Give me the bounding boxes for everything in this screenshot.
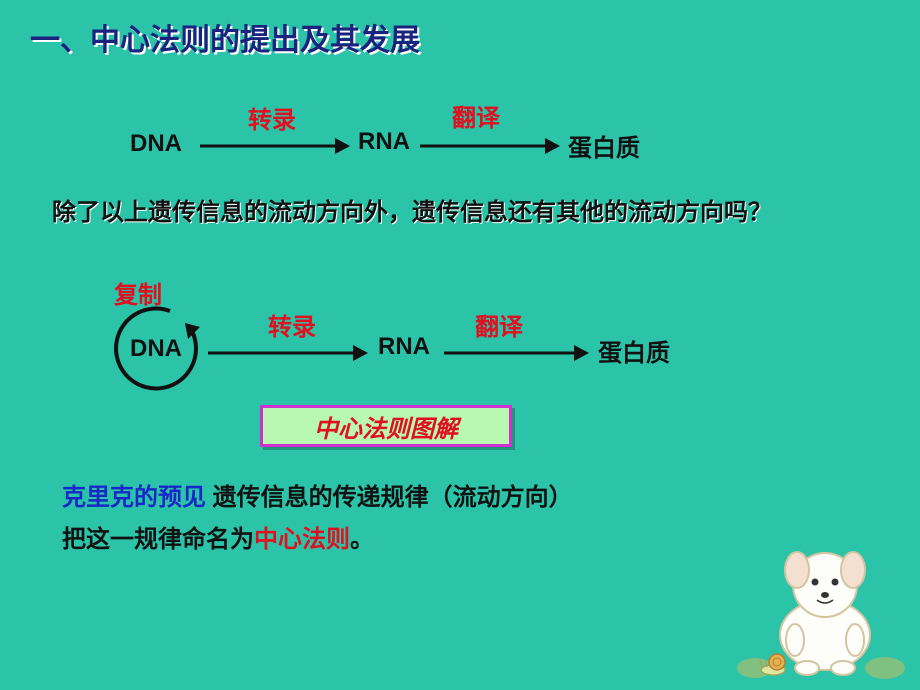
section-title: 一、中心法则的提出及其发展	[30, 15, 420, 59]
crick-prediction-label: 克里克的预见	[62, 484, 206, 511]
flow-diagram-2: 复制 DNA 转录 RNA 翻译 蛋白质	[100, 275, 800, 405]
flow1-node-dna: DNA	[130, 130, 182, 158]
flow2-node-rna: RNA	[378, 333, 430, 361]
flow2-arrow-1	[208, 339, 368, 367]
flow1-label-translation: 翻译	[452, 98, 500, 133]
flow2-label-translation: 翻译	[475, 307, 523, 342]
flow1-label-transcription: 转录	[248, 100, 296, 135]
para2-suffix: 。	[350, 526, 374, 553]
flow1-arrow-2	[420, 132, 560, 160]
para1-rest: 遗传信息的传递规律（流动方向）	[206, 484, 573, 511]
paragraph-1: 克里克的预见 遗传信息的传递规律（流动方向）	[62, 478, 573, 519]
central-dogma-box: 中心法则图解	[260, 405, 512, 447]
question-text: 除了以上遗传信息的流动方向外，遗传信息还有其他的流动方向吗？	[52, 195, 852, 231]
para2-prefix: 把这一规律命名为	[62, 526, 254, 553]
flow2-node-dna: DNA	[130, 335, 182, 363]
paragraph-2: 把这一规律命名为中心法则。	[62, 520, 374, 561]
central-dogma-name: 中心法则	[254, 526, 350, 553]
cartoon-decoration	[735, 540, 905, 680]
flow1-node-rna: RNA	[358, 128, 410, 156]
flow2-node-protein: 蛋白质	[598, 333, 670, 368]
flow2-label-transcription: 转录	[268, 307, 316, 342]
flow-diagram-1: DNA 转录 RNA 翻译 蛋白质	[130, 100, 730, 160]
flow1-node-protein: 蛋白质	[568, 128, 640, 163]
central-dogma-label: 中心法则图解	[314, 409, 458, 444]
flow1-arrow-1	[200, 132, 350, 160]
flow2-arrow-2	[444, 339, 589, 367]
